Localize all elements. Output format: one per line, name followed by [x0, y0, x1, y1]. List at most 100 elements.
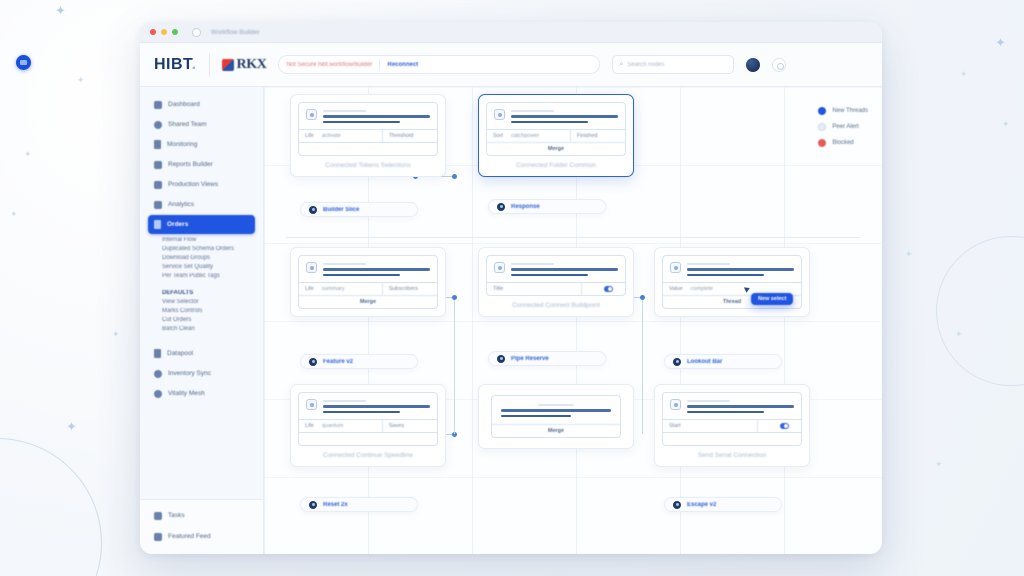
legend-item-peer-alert[interactable]: Peer Alert — [818, 123, 868, 131]
gear-icon[interactable] — [772, 57, 787, 72]
node-header — [299, 256, 437, 282]
node-action-pill[interactable]: Feature v2 — [300, 354, 418, 369]
node-action-pill[interactable]: Lookout Bar — [664, 354, 782, 369]
search-icon: ⌕ — [619, 60, 624, 68]
sidebar-subitem[interactable]: Batch Clean — [162, 326, 195, 332]
node-field-right[interactable]: Saves — [381, 420, 437, 433]
app-logo[interactable]: HIBT. — [154, 56, 197, 74]
sidebar-item-datapool[interactable]: Datapool — [148, 344, 255, 363]
node-field-right[interactable]: Threshold — [381, 130, 437, 143]
node-footer-action[interactable]: Merge — [487, 142, 625, 155]
node-field-left[interactable]: Start — [663, 420, 757, 432]
legend-item-new-threads[interactable]: New Threads — [818, 107, 868, 115]
sidebar-item-orders[interactable]: Orders — [148, 215, 255, 234]
node-title-bar — [501, 409, 611, 412]
browser-tab-title[interactable]: Workflow Builder — [211, 28, 260, 36]
node-field-left[interactable]: Title — [487, 283, 581, 295]
node-tooltip-new-select[interactable]: New select — [751, 293, 794, 305]
sidebar-item-label: Analytics — [168, 201, 195, 208]
node-field-toggle[interactable] — [580, 283, 625, 296]
sidebar-subitem[interactable]: Download Groups — [162, 255, 211, 261]
sparkle-icon: ✦ — [935, 459, 943, 469]
sparkle-icon: ✦ — [24, 149, 32, 159]
sidebar-subitem[interactable]: Marks Controls — [162, 308, 203, 314]
connector-vertical-left — [454, 300, 456, 434]
node-title-lines — [511, 109, 618, 124]
node-field-left[interactable]: Sort catchpower — [487, 130, 570, 142]
node-action-pill[interactable]: Pipe Reserve — [488, 351, 606, 366]
node-action-pill[interactable]: Escape v2 — [664, 497, 782, 512]
avatar[interactable] — [746, 57, 761, 72]
node-field-row: Value complete — [663, 282, 801, 295]
sidebar-footer: Tasks Featured Feed — [140, 499, 263, 554]
node-field-left[interactable]: Life activate — [299, 130, 382, 142]
minimize-window-button[interactable] — [161, 29, 167, 35]
node-action-pill[interactable]: Response — [488, 199, 606, 214]
sidebar-subitem[interactable]: Service Set Quality — [162, 264, 214, 270]
toggle-switch-icon[interactable] — [604, 286, 614, 293]
node-title-lines — [687, 399, 794, 414]
node-subtitle-placeholder — [687, 400, 730, 403]
sidebar-item-vitality-mesh[interactable]: Vitality Mesh — [148, 384, 255, 403]
database-icon — [154, 349, 161, 358]
node-card[interactable]: Title Connected Connect Buildpoint — [478, 247, 634, 318]
node-title-bar — [511, 115, 618, 118]
sidebar-item-monitoring[interactable]: Monitoring — [148, 135, 255, 154]
node-footer-action[interactable]: Thread — [663, 295, 801, 308]
node-action-pill[interactable]: Builder Slice — [300, 202, 418, 217]
workflow-canvas[interactable]: New Threads Peer Alert Blocked — [264, 87, 882, 554]
node-card[interactable]: Start Send Serial Connection — [654, 384, 810, 468]
node-title-lines — [323, 262, 430, 277]
toggle-switch-icon[interactable] — [780, 423, 790, 430]
sidebar-item-inventory-sync[interactable]: Inventory Sync — [148, 364, 255, 383]
node-field-label: Subscribers — [388, 286, 418, 293]
node-subtitle-placeholder — [323, 400, 366, 403]
node-footer-action[interactable]: Merge — [492, 424, 620, 437]
sidebar-subitem[interactable]: Cut Orders — [162, 317, 192, 323]
node-field-left[interactable]: Value complete — [663, 283, 801, 295]
node-field-left[interactable]: Life summary — [299, 283, 382, 295]
node-desc-bar — [511, 273, 589, 277]
node-action-pill[interactable]: Reset 2x — [300, 497, 418, 512]
partner-brand[interactable]: RKX — [221, 57, 267, 73]
reconnect-link[interactable]: Reconnect — [387, 61, 419, 68]
node-dot-icon — [497, 202, 505, 211]
sidebar-item-analytics[interactable]: Analytics — [148, 195, 255, 214]
sidebar-item-reports-builder[interactable]: Reports Builder — [148, 155, 255, 174]
decorative-blue-badge — [16, 55, 31, 70]
node-card[interactable]: Life summary Subscribers Merge — [290, 247, 446, 318]
node-card[interactable]: Value complete Thread — [654, 247, 810, 318]
sidebar-item-dashboard[interactable]: Dashboard — [148, 95, 255, 114]
sidebar-item-production-views[interactable]: Production Views — [148, 175, 255, 194]
sidebar-subitem[interactable]: Per Team Public Tags — [162, 273, 220, 279]
url-bar[interactable]: Not Secure hibt.workflow/builder Reconne… — [278, 55, 601, 74]
node-field-toggle[interactable] — [756, 420, 801, 433]
bell-icon — [306, 109, 317, 120]
maximize-window-button[interactable] — [172, 29, 178, 35]
sidebar-item-shared-team[interactable]: Shared Team — [148, 115, 255, 134]
node-header — [663, 393, 801, 419]
close-window-button[interactable] — [150, 29, 156, 35]
node-action-label: Reset 2x — [323, 501, 348, 508]
app-logo-text: HIBT — [154, 55, 192, 73]
tab-favicon-icon — [192, 27, 201, 37]
node-field-row: Title — [487, 282, 625, 296]
node-footer-action[interactable]: Merge — [299, 295, 437, 308]
node-header — [663, 256, 801, 282]
node-body: Sort catchpower Finished Merge — [486, 102, 626, 157]
node-card[interactable]: Merge — [478, 384, 634, 450]
search-input[interactable]: ⌕ Search nodes — [612, 55, 735, 74]
sidebar-subitem[interactable]: Duplicated Schema Orders — [162, 246, 235, 252]
node-card-selected[interactable]: Sort catchpower Finished Merge Connected… — [478, 94, 634, 178]
sidebar-item-tasks[interactable]: Tasks — [148, 506, 255, 525]
node-empty-row — [663, 432, 801, 445]
node-card[interactable]: Life activate Threshold Connected Tokens… — [290, 94, 446, 178]
sidebar-subitem[interactable]: Internal Flow — [162, 237, 197, 243]
sidebar-item-featured-feed[interactable]: Featured Feed — [148, 527, 255, 546]
legend-item-blocked[interactable]: Blocked — [818, 139, 868, 147]
node-field-right[interactable]: Finished — [569, 130, 625, 143]
node-field-left[interactable]: Life quantum — [299, 420, 382, 432]
sidebar-subitem[interactable]: View Selector — [162, 299, 199, 305]
node-field-right[interactable]: Subscribers — [381, 283, 437, 296]
node-card[interactable]: Life quantum Saves Connected Continue Sp… — [290, 384, 446, 468]
